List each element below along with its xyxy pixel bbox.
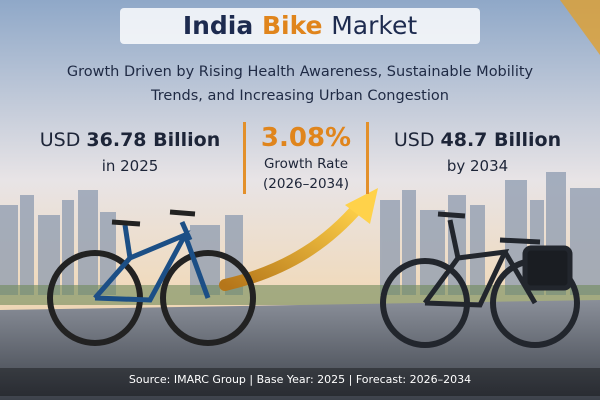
title-prefix: India [182,11,254,40]
black-bike [380,211,580,348]
amount: 36.78 Billion [86,129,221,151]
period: by 2034 [446,157,509,175]
arrow-head [345,188,378,224]
current-market-stat: USD 36.78 Billion in 2025 [20,127,240,179]
currency: USD [39,129,81,151]
source-strip [0,368,600,396]
forecast-market-stat: USD 48.7 Billion by 2034 [370,127,585,179]
growth-stat: 3.08% Growth Rate (2026–2034) [243,122,369,194]
amount: 48.7 Billion [440,129,562,151]
period: in 2025 [101,157,159,175]
source-note: Source: IMARC Group | Base Year: 2025 | … [128,373,472,386]
growth-rate: 3.08% [260,123,352,153]
road [0,300,600,400]
blue-bike [47,209,256,346]
corner-flag [560,0,600,55]
title-highlight: Bike [261,11,323,40]
title-banner: India Bike Market [120,8,480,44]
growth-period: (2026–2034) [263,176,349,192]
currency: USD [393,129,435,151]
title-suffix: Market [331,11,418,40]
subtitle: Growth Driven by Rising Health Awareness… [66,64,534,104]
growth-label: Growth Rate [263,156,349,172]
